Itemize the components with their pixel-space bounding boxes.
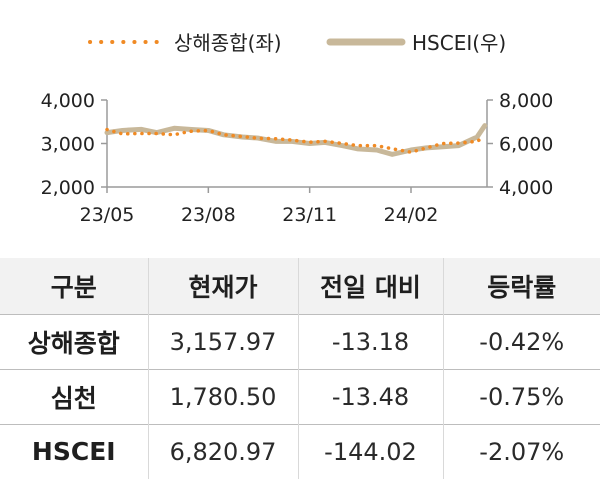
chart-axes	[101, 99, 493, 193]
chart-legend: 상해종합(좌) HSCEI(우)	[88, 31, 506, 55]
row-current-price: 6,820.97	[147, 424, 298, 479]
header-change-rate: 등락률	[442, 258, 600, 314]
row-change-rate: -2.07%	[442, 424, 600, 479]
y-tick-label-right: 8,000	[499, 90, 553, 112]
legend-label-hscei: HSCEI(우)	[412, 31, 506, 55]
legend-label-shanghai: 상해종합(좌)	[174, 31, 282, 55]
row-change: -144.02	[297, 424, 443, 479]
row-change: -13.48	[297, 369, 443, 424]
chart-tick-labels: 4,000 3,000 2,000 8,000 6,000 4,000 23/05 23/08…	[41, 90, 554, 226]
x-tick-label: 24/02	[384, 204, 439, 226]
market-index-chart: 상해종합(좌) HSCEI(우) 4,000 3,000 2,000 8,000 6,0…	[41, 31, 554, 226]
table-header-row: 구분 현재가 전일 대비 등락률	[0, 258, 600, 314]
row-name: HSCEI	[31, 437, 116, 467]
header-change: 전일 대비	[297, 258, 443, 314]
row-name: 상해종합	[27, 328, 120, 358]
row-current-price: 1,780.50	[147, 369, 298, 424]
table-row: 상해종합 3,157.97 -13.18 -0.42%	[0, 314, 600, 369]
row-name: 심천	[50, 383, 97, 413]
header-category: 구분	[50, 272, 97, 302]
row-change-rate: -0.42%	[442, 314, 600, 369]
index-table: 구분 현재가 전일 대비 등락률 상해종합 3,157.97 -13.18 -0…	[0, 258, 600, 479]
row-change-rate: -0.75%	[442, 369, 600, 424]
x-tick-label: 23/11	[282, 204, 337, 226]
row-current-price: 3,157.97	[147, 314, 298, 369]
chart-series	[104, 123, 488, 157]
y-tick-label-left: 2,000	[41, 177, 95, 199]
table-row: HSCEI 6,820.97 -144.02 -2.07%	[0, 424, 600, 479]
y-tick-label-left: 3,000	[41, 134, 95, 156]
series-line-shanghai	[105, 127, 487, 154]
index-table-wrap: 구분 현재가 전일 대비 등락률 상해종합 3,157.97 -13.18 -0…	[0, 258, 600, 480]
x-tick-label: 23/08	[181, 204, 236, 226]
x-tick-label: 23/05	[80, 204, 135, 226]
header-current-price: 현재가	[147, 258, 298, 314]
table-row: 심천 1,780.50 -13.48 -0.75%	[0, 369, 600, 424]
row-change: -13.18	[297, 314, 443, 369]
y-tick-label-left: 4,000	[41, 90, 95, 112]
y-tick-label-right: 6,000	[499, 134, 553, 156]
y-tick-label-right: 4,000	[499, 177, 553, 199]
